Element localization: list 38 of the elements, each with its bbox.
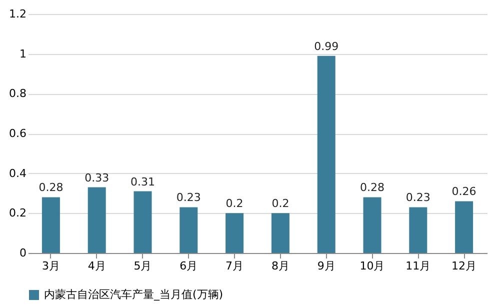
data-label: 0.31 (130, 175, 155, 188)
y-tick-label: 1.2 (9, 8, 26, 20)
data-label: 0.33 (84, 171, 110, 184)
y-tick-label: 0.6 (9, 127, 26, 140)
y-tick-label: 0.8 (9, 87, 26, 100)
bar (271, 213, 290, 253)
x-tick-label: 10月 (360, 260, 385, 272)
x-tick-label: 8月 (271, 260, 290, 272)
x-tick-label: 9月 (317, 260, 336, 272)
data-label: 0.23 (406, 191, 430, 204)
x-tick-label: 11月 (406, 260, 431, 272)
y-tick-label: 0.4 (9, 166, 26, 180)
bar (317, 56, 336, 253)
bar (409, 207, 428, 253)
bar (363, 197, 382, 253)
x-tick-label: 12月 (452, 260, 477, 272)
x-tick-label: 5月 (134, 260, 152, 272)
data-label: 0.23 (176, 191, 201, 204)
bar (455, 201, 474, 253)
x-tick-label: 7月 (226, 260, 244, 272)
data-label: 0.2 (226, 197, 244, 210)
data-label: 0.99 (314, 40, 339, 53)
data-label: 0.2 (272, 197, 290, 210)
bar (88, 187, 106, 253)
y-tick-label: 1 (20, 47, 26, 60)
data-label: 0.28 (360, 181, 384, 194)
y-tick-label: 0.2 (9, 206, 26, 220)
data-label: 0.28 (38, 181, 64, 194)
bar (226, 213, 244, 253)
data-label: 0.26 (452, 185, 476, 198)
x-tick-label: 6月 (180, 260, 198, 272)
x-tick-label: 3月 (42, 260, 60, 272)
y-tick-label: 0 (20, 246, 26, 260)
legend-label: 内蒙古自治区汽车产量_当月值(万辆) (44, 288, 224, 301)
bar (180, 207, 198, 253)
bar (134, 191, 152, 253)
x-tick-label: 4月 (88, 260, 106, 272)
bar (42, 197, 60, 253)
